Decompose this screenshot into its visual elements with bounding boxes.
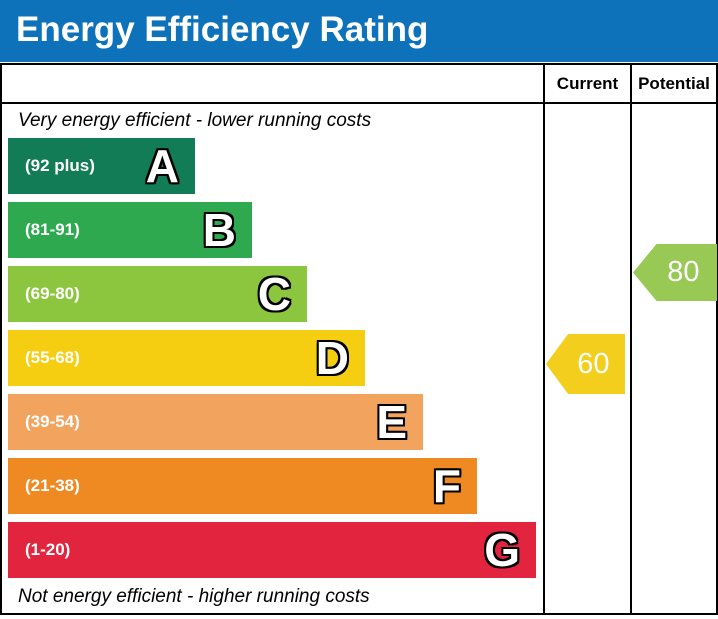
band-letter: D [315,332,349,384]
band-range-label: (39-54) [25,412,80,431]
rating-bands: (92 plus) A (81-91) B (69-80) C (55-68) … [8,138,536,586]
column-header-potential: Potential [638,73,710,93]
band-letter: G [484,524,520,576]
chart-title: Energy Efficiency Rating [16,10,429,49]
rating-band: (55-68) D [8,330,365,386]
rating-band: (69-80) C [8,266,307,322]
band-letter: E [376,396,407,448]
caption-very-efficient: Very energy efficient - lower running co… [18,110,372,131]
band-range-label: (1-20) [25,540,71,559]
header-row-divider [2,102,716,104]
column-divider-potential [630,65,632,613]
band-letter: F [432,460,461,512]
band-letter: A [145,140,179,192]
rating-table: Current Potential Very energy efficient … [0,63,718,615]
band-letter: B [202,204,236,256]
potential-rating-value: 80 [667,256,700,288]
rating-band: (81-91) B [8,202,252,258]
band-range-label: (69-80) [25,284,80,303]
caption-not-efficient: Not energy efficient - higher running co… [18,586,370,607]
column-header-current: Current [556,73,619,93]
rating-band: (39-54) E [8,394,423,450]
band-range-label: (21-38) [25,476,80,495]
chart-title-bar: Energy Efficiency Rating [0,0,718,62]
band-range-label: (92 plus) [25,156,95,175]
current-rating-marker: 60 [546,334,625,394]
rating-band: (21-38) F [8,458,477,514]
column-divider-current [543,65,545,613]
current-rating-value: 60 [577,347,610,380]
rating-band: (92 plus) A [8,138,195,194]
band-range-label: (55-68) [25,348,80,367]
band-letter: C [257,268,291,320]
band-range-label: (81-91) [25,220,80,239]
potential-rating-marker: 80 [633,244,717,301]
rating-band: (1-20) G [8,522,536,578]
